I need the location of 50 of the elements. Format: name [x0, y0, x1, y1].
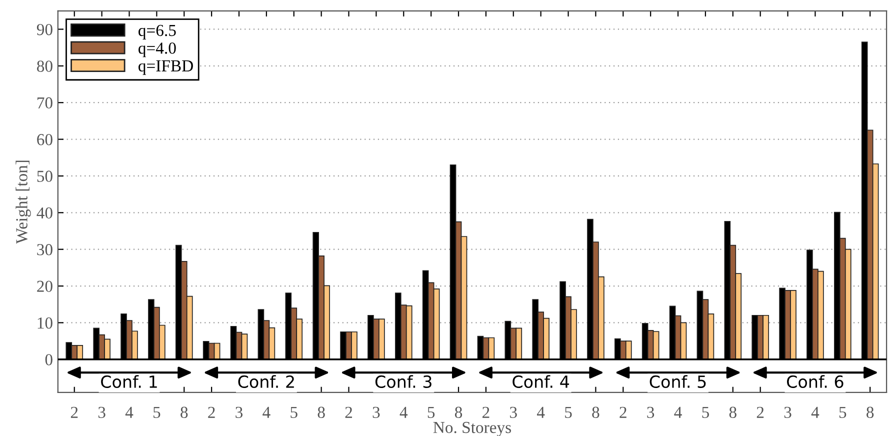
x-tick-label: 4 [674, 406, 682, 418]
annotation: Conf. 4 [512, 375, 570, 388]
x-tick-label: 3 [98, 406, 106, 418]
y-tick-label: 30 [37, 244, 52, 256]
annotation: Conf. 2 [238, 375, 294, 388]
x-tick-label: 2 [482, 406, 490, 418]
legend-label: q=IFBD [138, 60, 193, 75]
annotation: Conf. 5 [650, 375, 706, 388]
x-tick-label: 3 [784, 406, 792, 418]
y-tick-label: 60 [37, 134, 52, 146]
y-tick-label: 80 [37, 60, 52, 72]
y-tick-label: 70 [37, 97, 52, 109]
x-tick-label: 2 [756, 406, 764, 418]
x-tick-label: 4 [536, 406, 545, 418]
x-tick-label: 5 [428, 406, 435, 418]
x-tick-label: 8 [180, 406, 188, 418]
x-tick-label: 4 [400, 406, 408, 418]
annotation: Conf. 1 [101, 375, 157, 388]
annotation: Conf. 6 [787, 375, 844, 388]
x-tick-label: 3 [372, 406, 380, 418]
y-tick-label: 0 [45, 354, 52, 366]
x-tick-label: 3 [510, 406, 517, 418]
x-tick-label: 8 [729, 406, 736, 418]
x-tick-label: 5 [290, 406, 298, 418]
y-tick-label: 10 [38, 317, 52, 329]
x-tick-label: 5 [702, 406, 709, 418]
x-tick-label: 8 [454, 406, 462, 418]
x-tick-label: 2 [345, 406, 352, 418]
x-tick-label: 4 [811, 406, 820, 418]
annotation: Conf. 3 [375, 375, 432, 388]
x-tick-label: 8 [592, 406, 600, 418]
y-tick-label: 50 [37, 170, 52, 182]
x-tick-label: 2 [70, 406, 78, 418]
x-tick-label: 5 [153, 406, 160, 418]
x-tick-label: 4 [125, 406, 134, 418]
x-tick-label: 4 [262, 406, 270, 418]
y-tick-label: 90 [36, 24, 52, 36]
x-tick-label: 5 [839, 406, 846, 418]
x-tick-label: 2 [620, 406, 626, 418]
legend-label: q=6.5 [138, 24, 176, 40]
x-tick-label: 3 [236, 406, 243, 418]
x-tick-label: 8 [866, 406, 874, 418]
y-axis-title: Weight [ton] [16, 160, 31, 244]
x-tick-label: 5 [565, 406, 572, 418]
legend-label: q=4.0 [138, 42, 176, 58]
x-tick-label: 3 [647, 406, 654, 418]
y-tick-label: 20 [37, 280, 52, 292]
x-tick-label: 2 [208, 406, 215, 418]
y-tick-label: 40 [36, 207, 52, 219]
x-tick-label: 8 [318, 406, 325, 418]
